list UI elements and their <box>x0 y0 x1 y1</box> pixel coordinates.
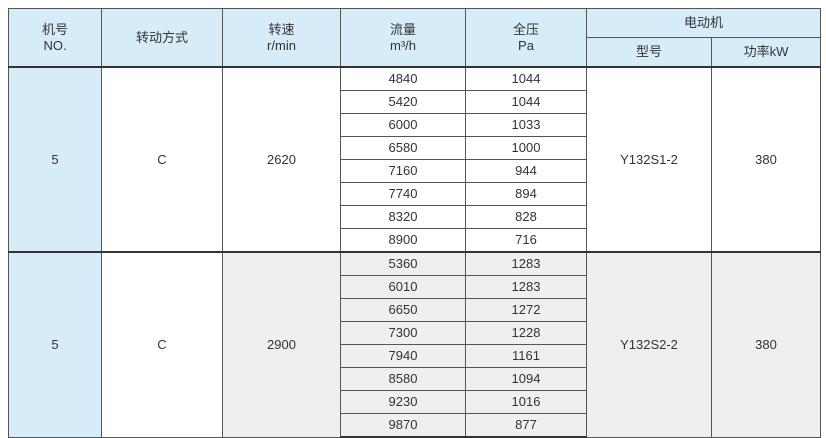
pressure-cell: 1044 <box>465 90 587 114</box>
table-row: 7740 894 <box>9 182 821 206</box>
flow-cell: 5360 <box>340 251 466 276</box>
header-motor-power: 功率kW <box>710 37 822 68</box>
speed-cell: 2620 <box>222 66 341 253</box>
header-pressure-cn: 全压 <box>512 21 539 37</box>
pressure-cell: 1044 <box>465 66 587 91</box>
header-flow-cn: 流量 <box>389 21 416 37</box>
machine-no-cell: 5 <box>8 251 102 438</box>
drive-type-cell: C <box>101 66 223 253</box>
header-flow-en: m³/h <box>390 37 416 53</box>
header-motor-model: 型号 <box>586 37 712 68</box>
pressure-cell: 877 <box>465 413 587 438</box>
flow-cell: 5420 <box>340 90 466 114</box>
pressure-cell: 1000 <box>465 136 587 160</box>
header-no-cn: 机号 <box>41 21 68 37</box>
pressure-cell: 1033 <box>465 113 587 137</box>
table-row: 8900 716 <box>9 228 821 253</box>
pressure-cell: 894 <box>465 182 587 206</box>
pressure-cell: 1094 <box>465 367 587 391</box>
table-row: 8320 828 <box>9 205 821 229</box>
flow-cell: 6650 <box>340 298 466 322</box>
table-row: 9230 1016 <box>9 390 821 414</box>
table-row: 6650 1272 <box>9 298 821 322</box>
pressure-cell: 828 <box>465 205 587 229</box>
flow-cell: 4840 <box>340 66 466 91</box>
table-row: 6010 1283 <box>9 275 821 299</box>
motor-power-cell: 380 <box>710 66 822 253</box>
pressure-cell: 1272 <box>465 298 587 322</box>
flow-cell: 9230 <box>340 390 466 414</box>
table-row: 7300 1228 <box>9 321 821 345</box>
motor-power-cell: 380 <box>710 251 822 438</box>
flow-cell: 7740 <box>340 182 466 206</box>
motor-model-cell: Y132S2-2 <box>586 251 712 438</box>
header-no-en: NO. <box>43 37 67 53</box>
header-no: 机号 NO. <box>8 8 102 68</box>
pressure-cell: 1228 <box>465 321 587 345</box>
header-speed-cn: 转速 <box>268 21 295 37</box>
header-pressure: 全压 Pa <box>465 8 587 68</box>
flow-cell: 6580 <box>340 136 466 160</box>
table-row: 5 C 2900 5360 1283 Y132S2-2 380 <box>8 251 822 438</box>
flow-cell: 6010 <box>340 275 466 299</box>
header-speed: 转速 r/min <box>222 8 341 68</box>
header-pressure-en: Pa <box>518 37 534 53</box>
pressure-cell: 1016 <box>465 390 587 414</box>
table-row: 6580 1000 <box>9 136 821 160</box>
flow-cell: 8580 <box>340 367 466 391</box>
fan-performance-table: 机号 NO. 转动方式 转速 r/min 流量 m³/h 全压 Pa 电动机 型号 功率… <box>8 8 822 438</box>
table-row: 9870 877 <box>9 413 821 438</box>
table-row: 7160 944 <box>9 159 821 183</box>
flow-cell: 7940 <box>340 344 466 368</box>
pressure-cell: 1283 <box>465 275 587 299</box>
machine-no-cell: 5 <box>8 66 102 253</box>
flow-cell: 8900 <box>340 228 466 253</box>
pressure-cell: 1161 <box>465 344 587 368</box>
header-flow: 流量 m³/h <box>340 8 466 68</box>
pressure-cell: 716 <box>465 228 587 253</box>
pressure-cell: 1283 <box>465 251 587 276</box>
speed-cell: 2900 <box>222 251 341 438</box>
flow-cell: 7160 <box>340 159 466 183</box>
header-speed-en: r/min <box>267 37 296 53</box>
header-motor: 电动机 <box>585 8 822 38</box>
table-body: 5 C 2620 4840 1044 Y132S1-2 380 5420 1044 6000 103… <box>8 66 822 438</box>
pressure-cell: 944 <box>465 159 587 183</box>
flow-cell: 8320 <box>340 205 466 229</box>
table-row: 5420 1044 <box>9 90 821 114</box>
drive-type-cell: C <box>101 251 223 438</box>
flow-cell: 7300 <box>340 321 466 345</box>
motor-model-cell: Y132S1-2 <box>586 66 712 253</box>
table-row: 5 C 2620 4840 1044 Y132S1-2 380 <box>8 66 822 253</box>
flow-cell: 6000 <box>340 113 466 137</box>
header-drive: 转动方式 <box>101 8 223 68</box>
flow-cell: 9870 <box>340 413 466 438</box>
